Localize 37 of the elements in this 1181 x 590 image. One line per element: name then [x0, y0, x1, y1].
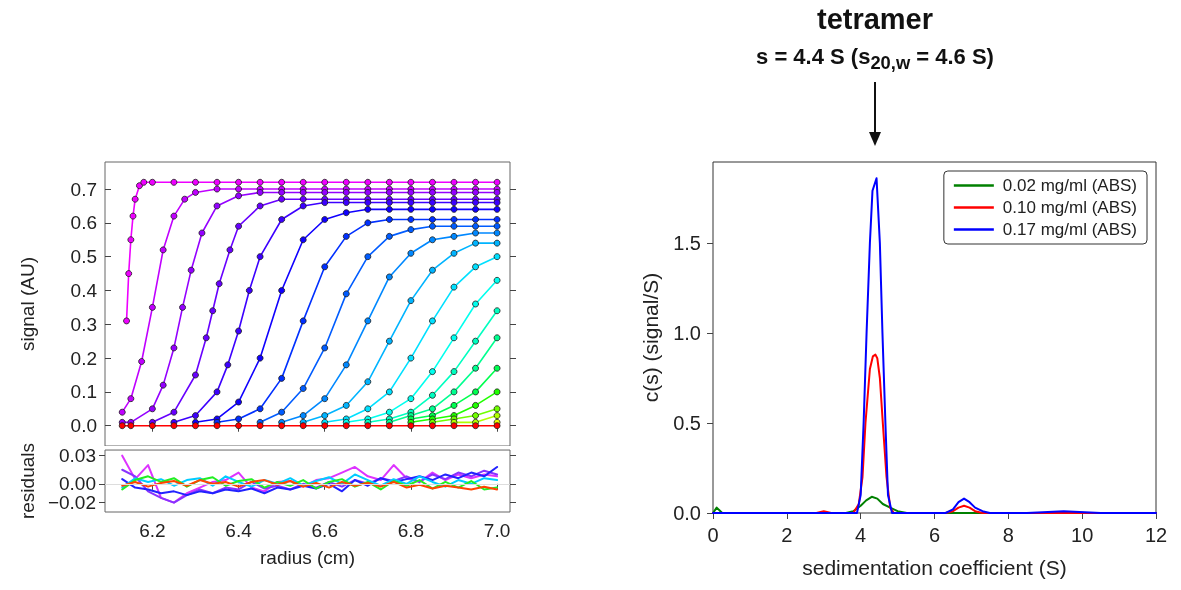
y-axis-title: residuals	[17, 443, 38, 520]
legend-label: 0.10 mg/ml (ABS)	[1002, 198, 1138, 217]
y-axis-title: c(s) (signal/S)	[639, 272, 662, 403]
y-tick-label: 0.2	[70, 347, 97, 369]
legend-label: 0.17 mg/ml (ABS)	[1002, 220, 1138, 239]
y-tick-label: 0.0	[70, 415, 97, 437]
x-tick-label: 12	[1144, 524, 1168, 546]
y-tick-label: 0.5	[673, 412, 701, 434]
y-tick-label: 0.03	[59, 445, 96, 467]
chart-title: tetramer	[815, 2, 935, 36]
y-tick-label: 0.7	[70, 178, 97, 200]
x-tick-label: 6.8	[397, 520, 425, 541]
y-tick-label: 0.0	[673, 502, 701, 524]
x-tick-label: 10	[1071, 524, 1094, 546]
x-tick-label: 2	[781, 524, 793, 546]
y-tick-label: 0.3	[70, 313, 97, 335]
x-tick-label: 0	[707, 524, 719, 546]
x-tick-label: 6	[928, 524, 941, 546]
y-tick-label: 0.4	[70, 279, 98, 301]
y-tick-label: 0.00	[59, 473, 96, 495]
x-axis-title: radius (cm)	[259, 547, 356, 568]
y-tick-label: 1.5	[673, 232, 701, 254]
y-tick-label: 1.0	[673, 322, 701, 344]
chart-subtitle: s = 4.4 S (s$_{20,w}$ = 4.6 S)	[755, 43, 995, 76]
y-tick-label: −0.02	[47, 492, 96, 514]
x-axis-title: sedimentation coefficient (S)	[802, 556, 1067, 579]
y-axis-title: signal (AU)	[17, 257, 38, 351]
legend-label: 0.02 mg/ml (ABS)	[1002, 176, 1138, 195]
y-tick-label: 0.6	[70, 212, 97, 234]
x-tick-label: 6.6	[311, 520, 338, 541]
y-tick-label: 0.1	[70, 381, 97, 403]
x-tick-label: 7.0	[483, 520, 511, 541]
x-tick-label: 6.4	[225, 520, 253, 541]
x-tick-label: 6.2	[139, 520, 166, 541]
y-tick-label: 0.5	[70, 246, 97, 268]
x-tick-label: 4	[855, 524, 867, 546]
x-tick-label: 8	[1002, 524, 1014, 546]
